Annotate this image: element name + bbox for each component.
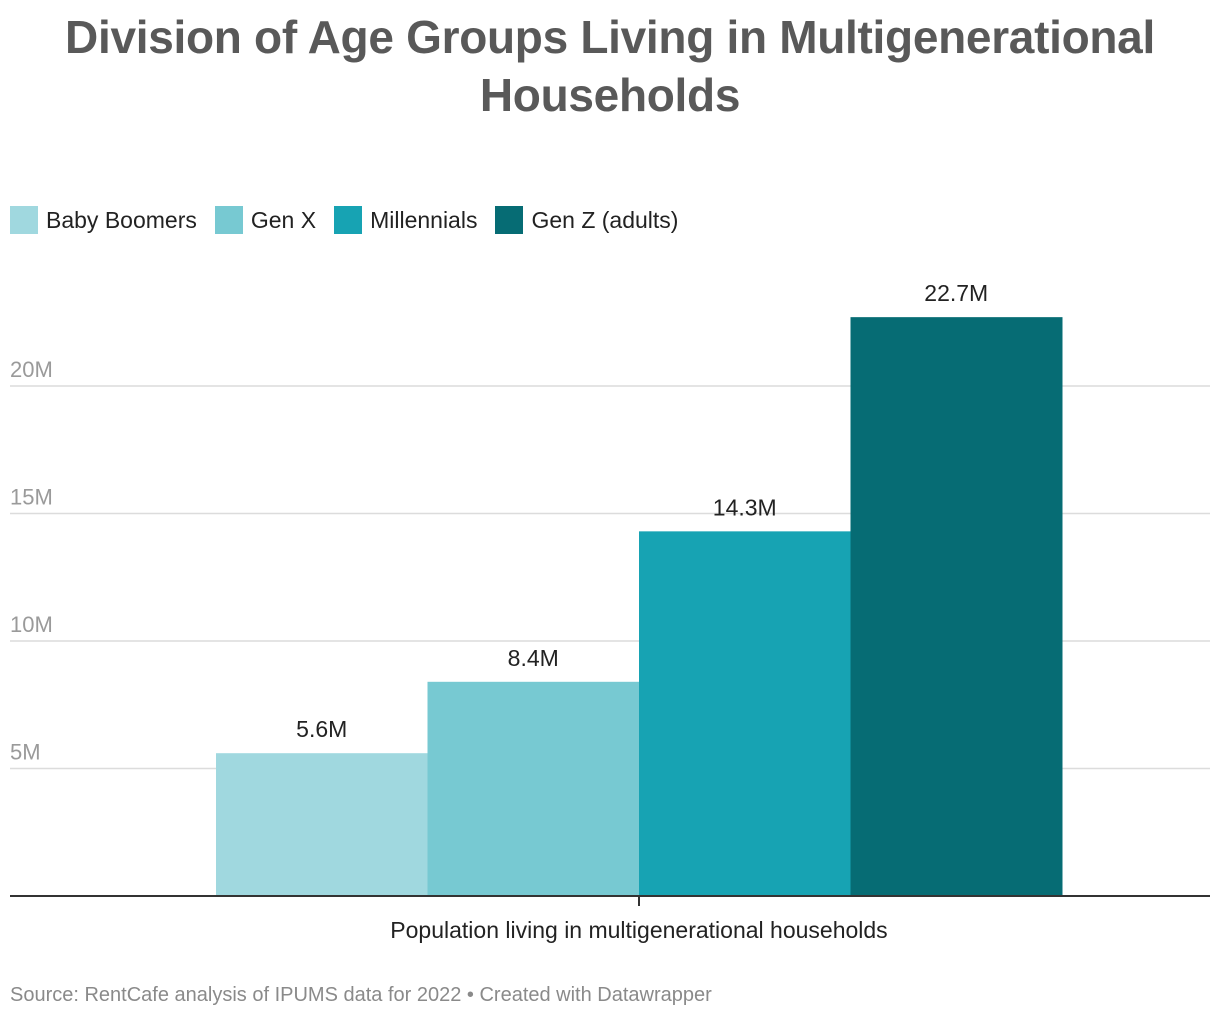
legend: Baby Boomers Gen X Millennials Gen Z (ad… — [10, 204, 696, 236]
x-category-label: Population living in multigenerational h… — [390, 917, 887, 943]
legend-item-gen-x: Gen X — [214, 206, 317, 234]
legend-item-millennials: Millennials — [334, 206, 477, 234]
legend-swatch-gen-z — [495, 206, 524, 234]
legend-swatch-gen-x — [214, 206, 243, 234]
data-label-gen-x: 8.4M — [508, 645, 559, 671]
bar-millennials — [639, 531, 851, 896]
legend-label-gen-z: Gen Z (adults) — [531, 206, 679, 233]
legend-swatch-baby-boomers — [10, 206, 38, 234]
chart-title: Division of Age Groups Living in Multige… — [65, 11, 1155, 121]
bar-chart: 5M 10M 15M 20M 5.6M 8.4M 14.3M 22.7M Population … — [10, 280, 1210, 943]
legend-swatch-millennials — [334, 206, 363, 234]
y-tick-label-10M: 10M — [10, 612, 53, 637]
legend-item-gen-z: Gen Z (adults) — [495, 206, 678, 234]
data-label-gen-z-adults-: 22.7M — [924, 280, 988, 306]
legend-label-gen-x: Gen X — [250, 206, 317, 233]
data-label-baby-boomers: 5.6M — [296, 716, 347, 742]
legend-item-baby-boomers: Baby Boomers — [10, 206, 197, 234]
y-tick-label-20M: 20M — [10, 357, 53, 382]
bar-gen-x — [427, 681, 640, 896]
y-tick-label-5M: 5M — [10, 740, 41, 765]
legend-label-millennials: Millennials — [370, 206, 478, 233]
source-note: Source: RentCafe analysis of IPUMS data … — [10, 984, 712, 1006]
y-tick-label-15M: 15M — [10, 485, 53, 510]
legend-label-baby-boomers: Baby Boomers — [46, 206, 197, 233]
bar-baby-boomers — [216, 753, 428, 896]
bar-gen-z-adults- — [850, 317, 1063, 896]
data-label-millennials: 14.3M — [713, 494, 777, 520]
